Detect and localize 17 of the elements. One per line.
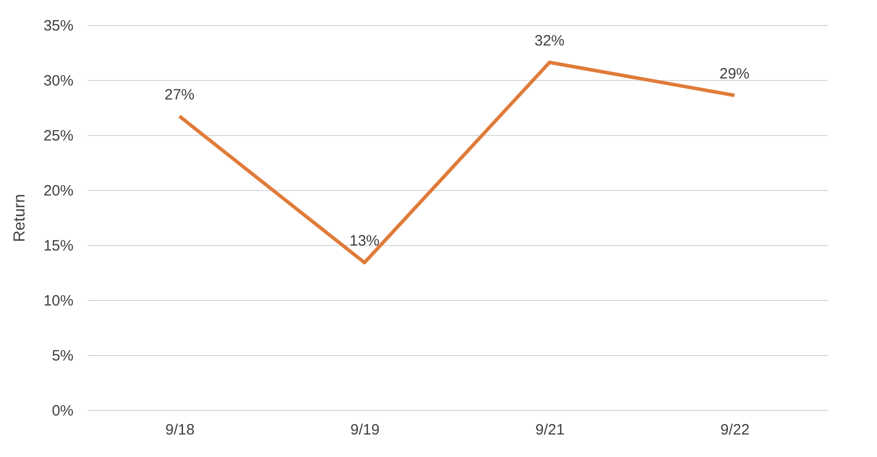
x-tick-label: 9/18 xyxy=(165,422,195,438)
y-tick-label: 15% xyxy=(43,238,74,254)
data-label: 29% xyxy=(719,65,750,82)
data-label: 32% xyxy=(534,32,565,50)
y-tick-label: 35% xyxy=(43,18,74,34)
y-tick-label: 10% xyxy=(43,292,74,310)
x-tick-label: 9/19 xyxy=(350,422,380,438)
data-label: 27% xyxy=(164,86,195,104)
y-tick-label: 0% xyxy=(52,402,74,420)
y-tick-label: 30% xyxy=(43,72,74,90)
data-label: 13% xyxy=(349,232,380,250)
x-tick-label: 9/22 xyxy=(720,422,750,438)
y-tick-label: 25% xyxy=(43,128,74,144)
y-tick-label: 5% xyxy=(52,348,74,364)
y-axis-title: Return xyxy=(11,194,28,242)
y-tick-label: 20% xyxy=(43,182,74,200)
x-tick-label: 9/21 xyxy=(535,422,565,438)
